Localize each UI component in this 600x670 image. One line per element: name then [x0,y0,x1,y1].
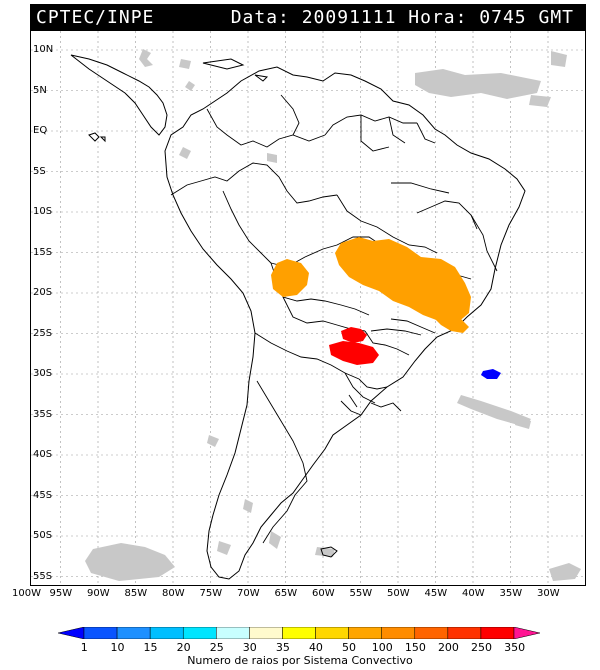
legend-tick-label: 350 [504,641,526,654]
caribbean-island [254,74,269,82]
legend-swatch [315,627,349,639]
color-legend-bar [58,627,540,639]
caribbean-island [202,58,245,70]
legend-tick-label: 40 [308,641,323,654]
legend-swatch [116,627,151,639]
legend-swatch [447,627,482,639]
south-america-map [31,31,585,585]
legend-tick-label: 100 [371,641,393,654]
legend-tick-label: 250 [471,641,493,654]
lon-label: 70W [237,588,260,599]
central-america-outline [70,54,168,136]
legend-swatch [149,627,184,639]
date-value: 20091111 [301,7,397,28]
lon-label: 30W [537,588,560,599]
source-label: CPTEC/INPE [36,7,155,28]
red-system [329,341,379,365]
legend-swatch [249,627,283,639]
lat-label: EQ [33,125,48,136]
falkland-islands [320,546,338,558]
blue-system [481,369,501,379]
legend-ticks: 1 10 15 20 25 30 35 40 50 100 150 200 250 350 [0,641,600,655]
lat-label: 10S [33,206,53,217]
orange-system [335,237,471,323]
lon-label: 90W [87,588,110,599]
continent-outline [164,66,526,580]
date-label: Data: [230,7,290,28]
legend-swatch [381,627,416,639]
galapagos-islands [88,132,106,143]
orange-system [431,301,469,333]
lon-label: 40W [462,588,485,599]
legend-swatch [216,627,250,639]
orange-system [271,259,309,297]
legend-swatch [348,627,382,639]
legend-swatch [480,627,515,639]
graticule [31,31,585,585]
lon-label: 65W [274,588,298,599]
lon-label: 95W [49,588,73,599]
lon-label: 60W [312,588,335,599]
legend-swatch [513,627,540,639]
legend-tick-label: 30 [242,641,257,654]
lat-label: 35S [33,408,53,420]
map-header: CPTEC/INPE Data: 20091111 Hora: 0745 GMT [30,4,586,30]
lat-label: 30S [33,368,53,379]
legend-title: Numero de raios por Sistema Convectivo [187,654,413,667]
lat-label: 40S [33,449,53,460]
legend-swatch [282,627,316,639]
legend-tick-label: 25 [209,641,224,654]
legend-swatch [182,627,217,639]
legend-swatch [83,627,118,639]
lon-label: 75W [199,588,223,599]
legend-tick-label: 20 [176,641,191,654]
time-value: 0745 GMT [479,7,574,28]
legend-tick-label: 150 [404,641,426,654]
lat-label: 10N [33,44,54,55]
cloud-layer [85,49,581,581]
legend-tick-label: 50 [342,641,356,654]
lat-label: 5N [33,84,47,96]
lon-label: 85W [124,588,148,599]
legend-tick-label: 1 [80,641,88,654]
lat-label: 15S [33,246,53,258]
legend-tick-label: 10 [110,641,125,654]
lat-label: 20S [33,287,53,298]
lat-label: 55S [33,570,53,582]
legend-swatch [58,627,85,639]
lon-label: 50W [387,588,410,599]
time-label: Hora: [408,7,468,28]
coastline-layer [70,54,526,580]
map-panel: 10N 5N EQ 5S 10S 15S 20S 25S 30S 35S 40S 45S 50S 55S [30,30,586,586]
red-system [341,327,367,343]
lon-label: 55W [349,588,373,599]
convective-systems [271,237,501,379]
lon-label: 80W [162,588,185,599]
legend-tick-label: 35 [275,641,290,654]
legend-tick-label: 200 [437,641,459,654]
lon-label: 35W [499,588,523,599]
lat-label: 45S [33,489,53,501]
lat-label: 25S [33,327,53,339]
lon-label: 100W [12,588,41,599]
lat-label: 50S [33,530,53,541]
lon-label: 45W [424,588,448,599]
lat-label: 5S [33,165,46,177]
legend-tick-label: 15 [143,641,158,654]
datetime-label: Data: 20091111 Hora: 0745 GMT [231,7,574,28]
legend-swatch [414,627,449,639]
